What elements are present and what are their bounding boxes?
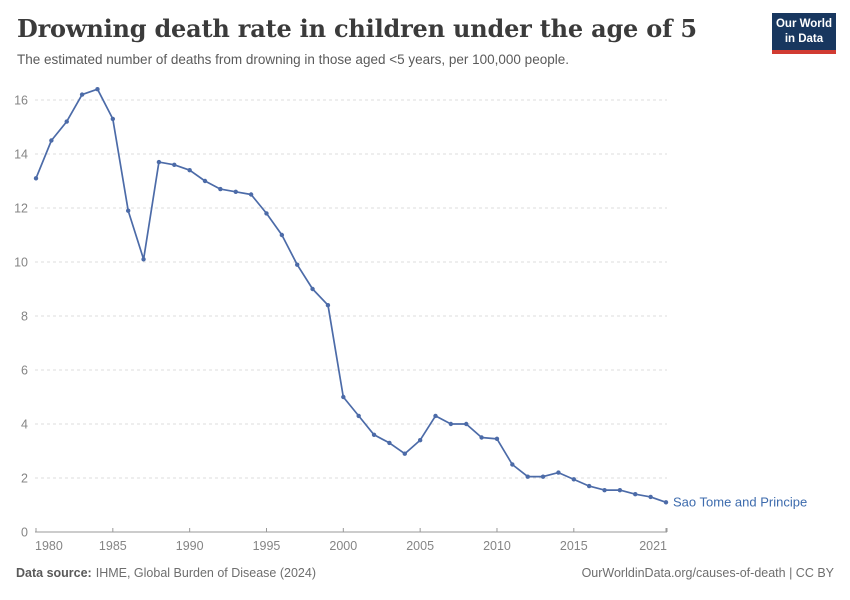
data-point[interactable]: [341, 394, 346, 400]
license-link[interactable]: OurWorldinData.org/causes-of-death | CC …: [581, 566, 834, 580]
series-label[interactable]: Sao Tome and Principe: [673, 495, 807, 510]
data-point[interactable]: [479, 435, 484, 440]
owid-logo-line2: in Data: [784, 32, 824, 45]
data-source-value: IHME, Global Burden of Disease (2024): [95, 566, 316, 580]
data-point[interactable]: [79, 92, 85, 97]
data-point[interactable]: [356, 413, 361, 419]
data-point[interactable]: [402, 451, 407, 456]
x-tick-label: 1990: [176, 539, 204, 553]
data-source-label: Data source:: [16, 566, 92, 580]
data-point[interactable]: [556, 470, 561, 475]
data-point[interactable]: [125, 208, 131, 213]
data-point[interactable]: [510, 462, 515, 467]
y-tick-label: 8: [21, 310, 28, 324]
data-point[interactable]: [571, 477, 577, 482]
data-point[interactable]: [464, 421, 469, 427]
line-chart[interactable]: 0 2 4 6 8 10 12 14 16 1980 1985 1990 1995 2000 2005 201…: [0, 78, 850, 560]
data-point[interactable]: [602, 487, 607, 493]
x-tick-label: 2015: [560, 539, 588, 553]
y-tick-label: 0: [21, 526, 28, 540]
x-tick-label: 1985: [99, 539, 127, 553]
chart-footer: Data source: IHME, Global Burden of Disea…: [16, 566, 834, 580]
data-point[interactable]: [264, 211, 269, 216]
data-point[interactable]: [325, 303, 331, 308]
x-tick-label: 1980: [35, 539, 63, 553]
y-tick-label: 14: [14, 148, 28, 162]
data-point[interactable]: [387, 440, 392, 446]
trend-line[interactable]: [35, 88, 667, 504]
page-title: Drowning death rate in children under th…: [17, 14, 697, 43]
y-tick-label: 2: [21, 472, 28, 486]
data-point[interactable]: [648, 494, 653, 500]
data-point[interactable]: [310, 286, 315, 292]
data-point[interactable]: [417, 438, 423, 443]
x-tick-label: 2000: [329, 539, 357, 553]
data-point[interactable]: [586, 483, 592, 489]
data-point[interactable]: [95, 87, 100, 92]
data-point[interactable]: [525, 474, 530, 479]
data-point[interactable]: [494, 436, 500, 442]
data-point[interactable]: [33, 176, 39, 181]
data-point[interactable]: [279, 232, 285, 238]
owid-logo: Our World in Data: [772, 13, 836, 54]
page-subtitle: The estimated number of deaths from drow…: [17, 52, 569, 67]
data-point[interactable]: [187, 168, 192, 173]
y-tick-label: 4: [21, 418, 28, 432]
data-point[interactable]: [110, 116, 116, 122]
data-point[interactable]: [233, 189, 238, 194]
data-point[interactable]: [248, 192, 254, 197]
data-point[interactable]: [448, 421, 454, 427]
x-tick-label: 2021: [639, 539, 667, 553]
x-tick-label: 2010: [483, 539, 511, 553]
y-tick-label: 6: [21, 364, 28, 378]
owid-logo-line1: Our World: [775, 18, 832, 31]
data-source: Data source: IHME, Global Burden of Disea…: [16, 566, 316, 580]
x-tick-label: 1995: [253, 539, 281, 553]
y-tick-label: 12: [14, 202, 28, 216]
data-point[interactable]: [64, 119, 69, 124]
data-point[interactable]: [218, 186, 223, 192]
data-point[interactable]: [49, 138, 54, 143]
owid-logo-text: Our World in Data: [776, 17, 832, 45]
data-point[interactable]: [663, 500, 669, 505]
y-tick-label: 10: [14, 256, 28, 270]
data-point[interactable]: [633, 492, 638, 497]
y-tick-label: 16: [14, 94, 28, 108]
data-point[interactable]: [202, 178, 208, 184]
x-tick-label: 2005: [406, 539, 434, 553]
data-point[interactable]: [172, 162, 177, 167]
data-point[interactable]: [617, 487, 623, 493]
data-point[interactable]: [141, 257, 146, 262]
data-point[interactable]: [540, 474, 546, 479]
chart-svg[interactable]: 0 2 4 6 8 10 12 14 16 1980 1985 1990 1995 2000 2005 201…: [0, 78, 850, 560]
data-point[interactable]: [156, 159, 162, 165]
data-point[interactable]: [295, 262, 300, 267]
data-point[interactable]: [371, 432, 377, 437]
data-point[interactable]: [433, 413, 438, 419]
